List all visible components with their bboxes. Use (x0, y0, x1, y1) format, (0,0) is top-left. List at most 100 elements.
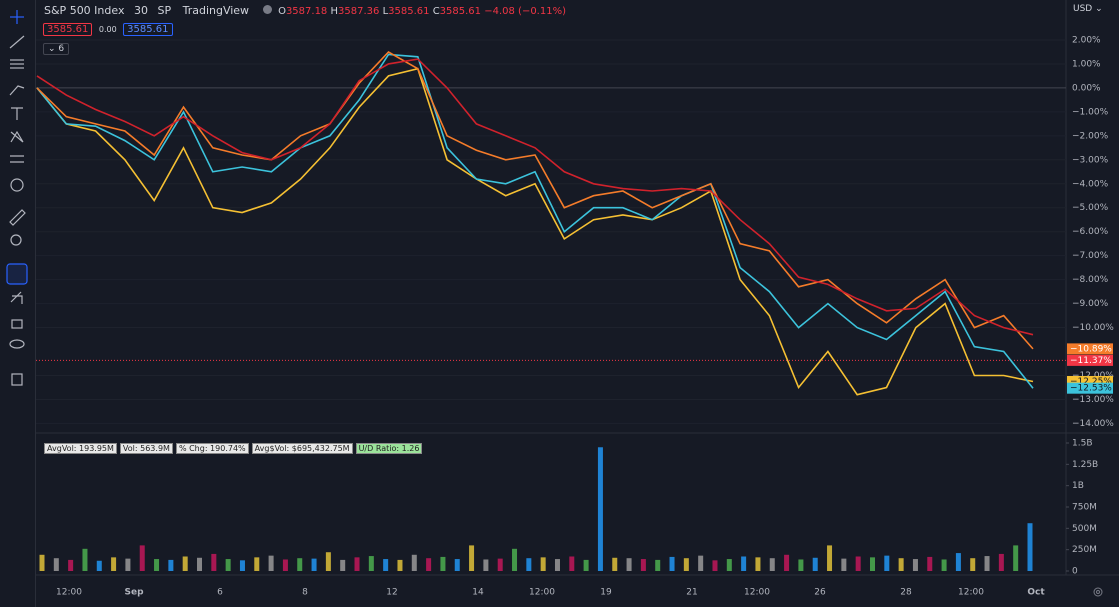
volume-bar (154, 559, 160, 571)
buy-button[interactable]: 3585.61 (123, 23, 173, 36)
last-value-label: −10.89% (1070, 344, 1112, 354)
volume-bar (68, 559, 74, 571)
volume-bar (755, 557, 761, 571)
volume-tick-label: 1.5B (1072, 439, 1093, 449)
volume-bar (569, 556, 575, 571)
fib-tool[interactable] (10, 59, 24, 69)
stay-drawing-tool[interactable] (10, 291, 23, 304)
currency[interactable]: USD ⌄ (1073, 4, 1103, 14)
stat-badge: Avg$Vol: $695,432.75M (251, 443, 353, 454)
volume-bar (111, 557, 117, 571)
zoom-tool[interactable] (10, 234, 22, 246)
sell-button[interactable]: 3585.61 (43, 23, 93, 36)
volume-bar (254, 557, 260, 571)
currency-label: USD (1073, 4, 1093, 14)
volume-bar (325, 552, 331, 571)
series-line (36, 67, 1034, 396)
volume-bar (769, 558, 775, 571)
pattern-tool[interactable] (10, 130, 24, 143)
volume-bar (53, 558, 59, 571)
prediction-tool[interactable] (10, 155, 24, 163)
volume-tick-label: 250M (1072, 545, 1097, 555)
volume-bar (426, 558, 432, 571)
emoji-tool[interactable] (10, 178, 24, 192)
price-tick-label: −10.00% (1072, 323, 1114, 333)
volume-bar (469, 545, 475, 571)
open: 3587.18 (285, 6, 328, 17)
volume-bar (440, 556, 446, 571)
volume-bar (884, 555, 890, 571)
volume-bar (955, 553, 961, 571)
volume-bar (197, 557, 203, 571)
last-value-tag (1067, 382, 1113, 394)
volume-bar (583, 559, 589, 571)
volume-bar (827, 545, 833, 571)
time-label: 28 (900, 588, 912, 598)
delete-tool[interactable] (11, 373, 23, 386)
volume-bar (125, 558, 131, 571)
volume-bar (297, 558, 303, 571)
volume-bar (483, 559, 489, 571)
toolbar-icons (6, 10, 28, 386)
brush-tool[interactable] (9, 85, 25, 96)
collapse-button[interactable] (262, 5, 272, 14)
series-line (36, 53, 1034, 389)
low: 3585.61 (388, 6, 430, 17)
price-tick-label: −13.00% (1072, 395, 1114, 405)
price-tick-label: −3.00% (1072, 155, 1109, 165)
magnet-tool[interactable] (6, 263, 28, 285)
trend-line-tool[interactable] (9, 35, 25, 49)
price-tick-label: −8.00% (1072, 275, 1109, 285)
last-value-tag (1067, 375, 1113, 387)
volume-bar (554, 559, 560, 571)
stat-badge: AvgVol: 193.95M (44, 443, 117, 454)
price-tick-label: −5.00% (1072, 203, 1109, 213)
volume-bar (941, 559, 947, 571)
high-label: H (330, 6, 339, 17)
volume-tick-label: 500M (1072, 524, 1097, 534)
time-label: 21 (686, 588, 697, 598)
crosshair-tool[interactable] (10, 10, 24, 24)
volume-bar (784, 554, 790, 571)
lock-tool[interactable] (11, 319, 23, 329)
ruler-tool[interactable] (9, 209, 26, 226)
volume-bar (655, 559, 661, 571)
volume-bar (225, 559, 231, 571)
volume-bar (912, 559, 918, 571)
series-line (36, 58, 1034, 336)
drawing-toolbar (0, 0, 36, 607)
price-tick-label: −9.00% (1072, 299, 1109, 309)
trade-row: 3585.61 0.00 3585.61 (43, 22, 173, 36)
volume-bar (411, 554, 417, 571)
indicators-count: 6 (58, 44, 65, 54)
text-tool[interactable] (11, 107, 23, 120)
last-value-label: −12.53% (1070, 384, 1112, 394)
volume-bar (1027, 523, 1033, 571)
settings-icon[interactable] (1093, 587, 1103, 597)
stat-badge: % Chg: 190.74% (175, 443, 249, 454)
indicators-toggle[interactable]: ⌄ 6 (43, 43, 70, 55)
volume-tick-label: 0 (1072, 567, 1078, 577)
ohlc: O3587.18 H3587.36 L3585.61 C3585.61 −4.0… (278, 6, 566, 17)
price-tick-label: −7.00% (1072, 251, 1109, 261)
exchange: SP (157, 4, 172, 17)
last-value-label: −11.37% (1070, 356, 1112, 366)
price-tick-label: −2.00% (1072, 131, 1109, 141)
time-label: 12:00 (744, 588, 770, 598)
time-label: 26 (814, 588, 826, 598)
volume-bar (182, 556, 188, 571)
volume-bar (597, 447, 603, 571)
volume-bar (855, 556, 861, 571)
volume-bar (626, 558, 632, 571)
volume-bar (984, 556, 990, 571)
price-tick-label: −14.00% (1072, 419, 1114, 429)
legend-row: S&P 500 Index 30 SP TradingView O3587.18… (44, 4, 566, 17)
volume-bar (340, 559, 346, 571)
volume-bar (397, 559, 403, 571)
last-value-tag (1067, 343, 1113, 355)
hide-tool[interactable] (9, 339, 25, 349)
last-value-label: −12.25% (1070, 377, 1112, 387)
stats-row: AvgVol: 193.95M Vol: 563.9M% Chg: 190.74%… (44, 441, 425, 454)
